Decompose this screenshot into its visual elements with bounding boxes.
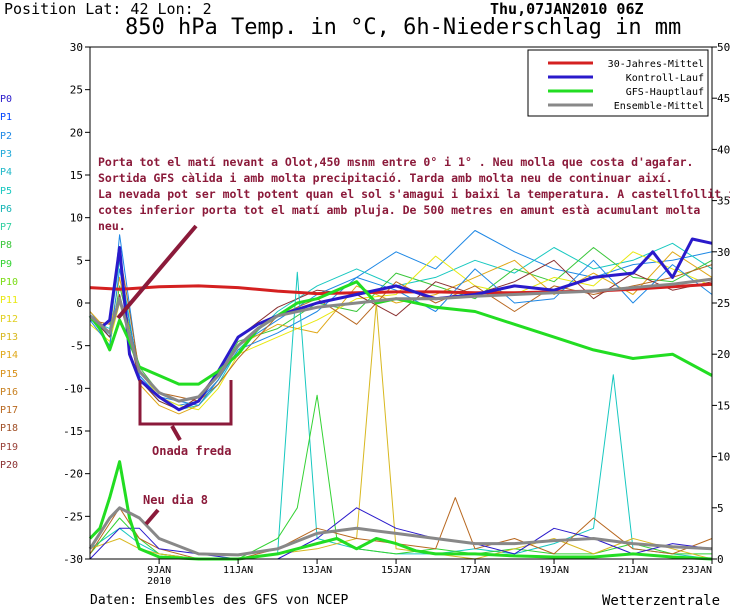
y-left-tick-label: 0	[76, 297, 83, 310]
y-left-tick-label: 15	[70, 169, 83, 182]
member-label: P7	[0, 222, 13, 234]
x-tick-label: 23JAN	[682, 565, 712, 576]
ensemble-temp-trace	[89, 259, 713, 406]
series-line	[89, 277, 713, 403]
ensemble-temp-trace	[89, 230, 713, 406]
ensemble-temp-trace	[89, 247, 713, 402]
legend: 30-Jahres-Mittel Kontroll-Lauf GFS-Hauptla…	[527, 49, 709, 117]
cold-wave-label: Onada freda	[152, 444, 231, 458]
y-left-tick-label: -25	[63, 510, 83, 523]
main-series	[88, 237, 713, 561]
member-label: P10	[0, 277, 19, 288]
x-tick-label: 21JAN	[618, 565, 648, 576]
legend-label: 30-Jahres-Mittel	[608, 59, 704, 70]
member-label: P4	[0, 167, 13, 179]
y-right-tick-label: 5	[717, 502, 724, 515]
member-label: P6	[0, 203, 13, 215]
chart-title: 850 hPa Temp. in °C, 6h-Niederschlag in …	[125, 15, 682, 40]
y-right-tick-label: 10	[717, 451, 730, 464]
ensemble-temp-trace	[89, 259, 713, 411]
member-label: P13	[0, 331, 19, 343]
series-line	[88, 506, 713, 557]
plot-frame	[89, 46, 713, 560]
member-label: P15	[0, 368, 19, 380]
y-right-tick-label: 30	[717, 246, 730, 259]
legend-label: GFS-Hauptlauf	[626, 87, 704, 98]
member-label: P0	[0, 94, 13, 105]
member-label: P1	[0, 112, 13, 124]
y-right-tick-label: 35	[717, 195, 730, 208]
comment-line: La nevada pot ser molt potent quan el so…	[98, 187, 730, 201]
brand-label: Wetterzentrale	[602, 593, 721, 609]
member-label: P12	[0, 313, 19, 325]
x-tick-label: 13JAN	[302, 565, 332, 576]
member-label: P8	[0, 240, 13, 252]
axes: -30 -25 -20 -15 -10 -5 0 5 10 15 20 25 30 0 5 10 15 20 25 3…	[63, 41, 730, 587]
snow-day-label: Neu dia 8	[143, 493, 208, 507]
y-left-tick-label: -15	[63, 425, 83, 438]
series-line	[88, 237, 713, 412]
member-label: P17	[0, 405, 19, 417]
y-right-tick-label: 20	[717, 348, 730, 361]
member-label: P11	[0, 295, 19, 307]
y-left-tick-label: -30	[63, 553, 83, 566]
ensemble-precip-trace	[89, 302, 713, 560]
member-label: P3	[0, 148, 13, 160]
y-right-tick-label: 15	[717, 399, 730, 412]
data-source-label: Daten: Ensembles des GFS von NCEP	[90, 593, 349, 608]
y-left-tick-label: 25	[70, 84, 83, 97]
y-right-tick-label: 25	[717, 297, 730, 310]
y-left-tick-label: 5	[76, 254, 83, 267]
y-left-tick-label: 20	[70, 126, 83, 139]
comment-pointer	[116, 224, 198, 320]
member-label: P5	[0, 185, 13, 197]
legend-label: Kontroll-Lauf	[626, 73, 704, 84]
x-tick-label: 11JAN	[223, 565, 253, 576]
series-line	[88, 280, 713, 386]
y-left-tick-label: 30	[70, 41, 83, 54]
annotations: Porta tot el matí nevant a Olot,450 msnm…	[98, 155, 730, 526]
x-tick-label: 15JAN	[381, 565, 411, 576]
cold-wave-bracket	[138, 380, 233, 426]
member-label: P19	[0, 441, 19, 453]
comment-line: Porta tot el matí nevant a Olot,450 msnm…	[98, 155, 693, 169]
y-right-tick-label: 0	[717, 553, 724, 566]
member-label: P14	[0, 350, 19, 362]
y-right-tick-label: 40	[717, 143, 730, 156]
member-label: P16	[0, 386, 19, 398]
y-left-tick-label: -5	[70, 340, 83, 353]
legend-label: Ensemble-Mittel	[614, 101, 704, 112]
cold-wave-pointer	[170, 425, 182, 441]
x-tick-label: 9JAN	[147, 565, 171, 576]
y-left-tick-label: -10	[63, 382, 83, 395]
x-tick-label: 17JAN	[460, 565, 490, 576]
member-label: P2	[0, 130, 13, 142]
snow-day-pointer	[144, 508, 160, 526]
x-tick-label: 19JAN	[539, 565, 569, 576]
ensemble-precip-trace	[89, 507, 713, 560]
x-tick-label: 2010	[147, 576, 171, 587]
y-left-tick-label: -20	[63, 468, 83, 481]
comment-line: Sortida GFS càlida i amb molta precipita…	[98, 171, 673, 185]
comment-line: neu.	[98, 219, 126, 233]
ensemble-precip-trace	[89, 271, 713, 560]
member-label: P18	[0, 423, 19, 435]
series-line	[88, 460, 713, 561]
y-right-tick-label: 50	[717, 41, 730, 54]
y-right-tick-label: 45	[717, 92, 730, 105]
member-label: P9	[0, 258, 13, 270]
member-label: P20	[0, 460, 19, 471]
position-label: Position Lat: 42 Lon: 2	[4, 0, 212, 18]
ensemble-traces	[89, 230, 713, 560]
y-left-tick-label: 10	[70, 212, 83, 225]
comment-line: cotes inferior porta tot el matí amb plu…	[98, 203, 700, 217]
run-date-label: Thu,07JAN2010 06Z	[490, 0, 644, 18]
